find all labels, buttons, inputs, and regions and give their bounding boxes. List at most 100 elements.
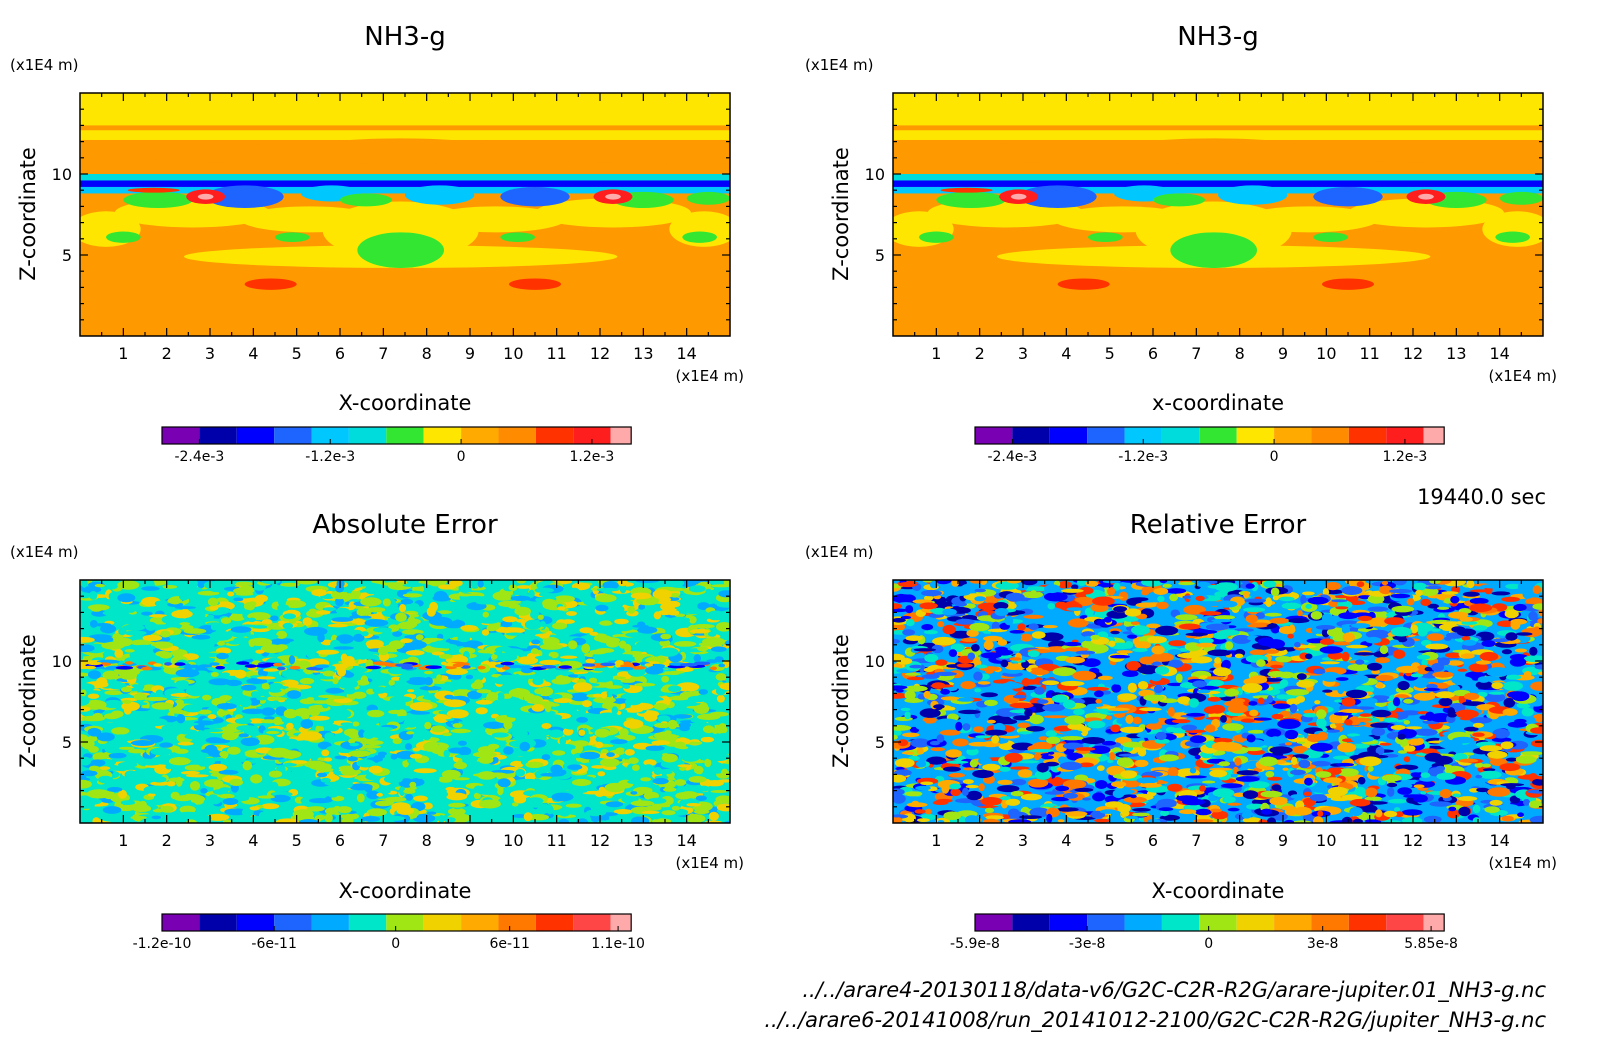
noise-blob bbox=[450, 728, 471, 734]
noise-blob bbox=[1086, 686, 1110, 691]
noise-blob bbox=[213, 580, 237, 586]
noise-blob bbox=[329, 708, 352, 719]
colorbar-swatch bbox=[162, 914, 200, 931]
noise-blob bbox=[1284, 729, 1299, 740]
noise-blob bbox=[1201, 780, 1216, 784]
noise-blob bbox=[1196, 581, 1211, 588]
noise-blob bbox=[376, 792, 384, 797]
noise-blob bbox=[433, 590, 448, 601]
noise-blob bbox=[585, 613, 594, 617]
field-plume bbox=[1495, 231, 1530, 243]
noise-blob bbox=[915, 720, 927, 730]
noise-blob bbox=[693, 704, 710, 714]
noise-blob bbox=[91, 610, 108, 617]
panel-top-left: NH3-g (x1E4 m) 1 2 3 4 5 6 7 8 9 10 11 12 13 14 510 (… bbox=[10, 22, 744, 465]
y-unit-label: (x1E4 m) bbox=[10, 543, 79, 561]
noise-blob bbox=[108, 682, 127, 690]
noise-blob bbox=[468, 714, 475, 722]
noise-blob bbox=[193, 721, 205, 731]
noise-blob bbox=[603, 604, 625, 614]
noise-blob bbox=[132, 644, 156, 651]
colorbar-tick-label: 0 bbox=[1270, 449, 1279, 465]
noise-blob bbox=[493, 648, 503, 656]
noise-blob bbox=[90, 759, 106, 767]
x-tick-label: 10 bbox=[503, 831, 523, 850]
noise-blob bbox=[894, 758, 915, 768]
noise-blob bbox=[553, 744, 577, 751]
noise-blob bbox=[667, 609, 680, 616]
noise-blob bbox=[1474, 762, 1484, 768]
noise-blob bbox=[689, 629, 710, 634]
noise-blob bbox=[80, 580, 88, 588]
field-vortex bbox=[500, 186, 570, 207]
noise-blob bbox=[1003, 668, 1022, 674]
noise-blob bbox=[104, 690, 124, 696]
field-plume bbox=[1088, 232, 1123, 243]
noise-blob bbox=[625, 632, 648, 638]
noise-blob bbox=[283, 738, 298, 745]
noise-blob bbox=[296, 580, 318, 585]
noise-blob bbox=[1448, 806, 1457, 812]
noise-blob bbox=[226, 725, 233, 732]
noise-blob bbox=[515, 769, 526, 777]
noise-blob bbox=[477, 649, 496, 654]
noise-blob bbox=[335, 584, 345, 593]
noise-blob bbox=[1005, 664, 1025, 670]
noise-blob bbox=[656, 734, 680, 738]
noise-blob bbox=[1386, 782, 1398, 788]
field-vortex bbox=[1218, 185, 1288, 205]
noise-blob bbox=[636, 608, 652, 615]
noise-blob bbox=[396, 806, 414, 815]
noise-blob bbox=[1132, 716, 1142, 725]
field-jet bbox=[893, 174, 1543, 181]
noise-blob bbox=[104, 713, 120, 720]
noise-blob bbox=[426, 811, 437, 815]
noise-blob bbox=[1412, 582, 1427, 591]
noise-blob bbox=[707, 631, 717, 637]
noise-blob bbox=[1247, 624, 1268, 628]
noise-blob bbox=[949, 630, 972, 639]
noise-blob bbox=[579, 751, 601, 760]
noise-blob bbox=[553, 698, 573, 704]
noise-blob bbox=[108, 592, 118, 601]
noise-blob bbox=[524, 619, 542, 630]
x-tick-label: 12 bbox=[1403, 344, 1423, 363]
noise-jet-blob bbox=[644, 663, 654, 667]
noise-blob bbox=[1327, 651, 1343, 660]
noise-blob bbox=[478, 819, 492, 823]
noise-blob bbox=[1165, 588, 1187, 594]
noise-blob bbox=[605, 801, 624, 808]
noise-blob bbox=[528, 589, 535, 598]
colorbar-swatch bbox=[162, 427, 200, 444]
field-band-upper bbox=[80, 130, 730, 140]
noise-blob bbox=[1364, 801, 1388, 805]
noise-blob bbox=[118, 627, 127, 636]
noise-blob bbox=[1344, 719, 1353, 726]
noise-blob bbox=[477, 580, 484, 588]
noise-blob bbox=[610, 739, 628, 745]
noise-blob bbox=[620, 678, 636, 683]
noise-blob bbox=[1207, 696, 1222, 702]
noise-blob bbox=[497, 640, 513, 645]
noise-blob bbox=[341, 788, 354, 794]
noise-blob bbox=[1413, 784, 1425, 788]
noise-blob bbox=[1098, 756, 1112, 761]
noise-jet-blob bbox=[502, 666, 510, 670]
noise-blob bbox=[693, 654, 701, 663]
noise-blob bbox=[893, 593, 916, 604]
noise-blob bbox=[1481, 763, 1492, 768]
noise-blob bbox=[102, 806, 122, 814]
noise-blob bbox=[605, 691, 613, 699]
noise-blob bbox=[324, 813, 333, 823]
noise-blob bbox=[287, 754, 295, 760]
noise-blob bbox=[477, 636, 493, 642]
noise-blob bbox=[1393, 580, 1407, 586]
noise-blob bbox=[893, 692, 908, 699]
panel-title: NH3-g bbox=[364, 22, 445, 52]
noise-blob bbox=[300, 798, 308, 804]
x-tick-label: 14 bbox=[676, 344, 696, 363]
noise-blob bbox=[716, 694, 725, 703]
noise-blob bbox=[1392, 649, 1406, 659]
y-axis-title: Z-coordinate bbox=[829, 147, 853, 281]
x-tick-label: 13 bbox=[633, 831, 653, 850]
